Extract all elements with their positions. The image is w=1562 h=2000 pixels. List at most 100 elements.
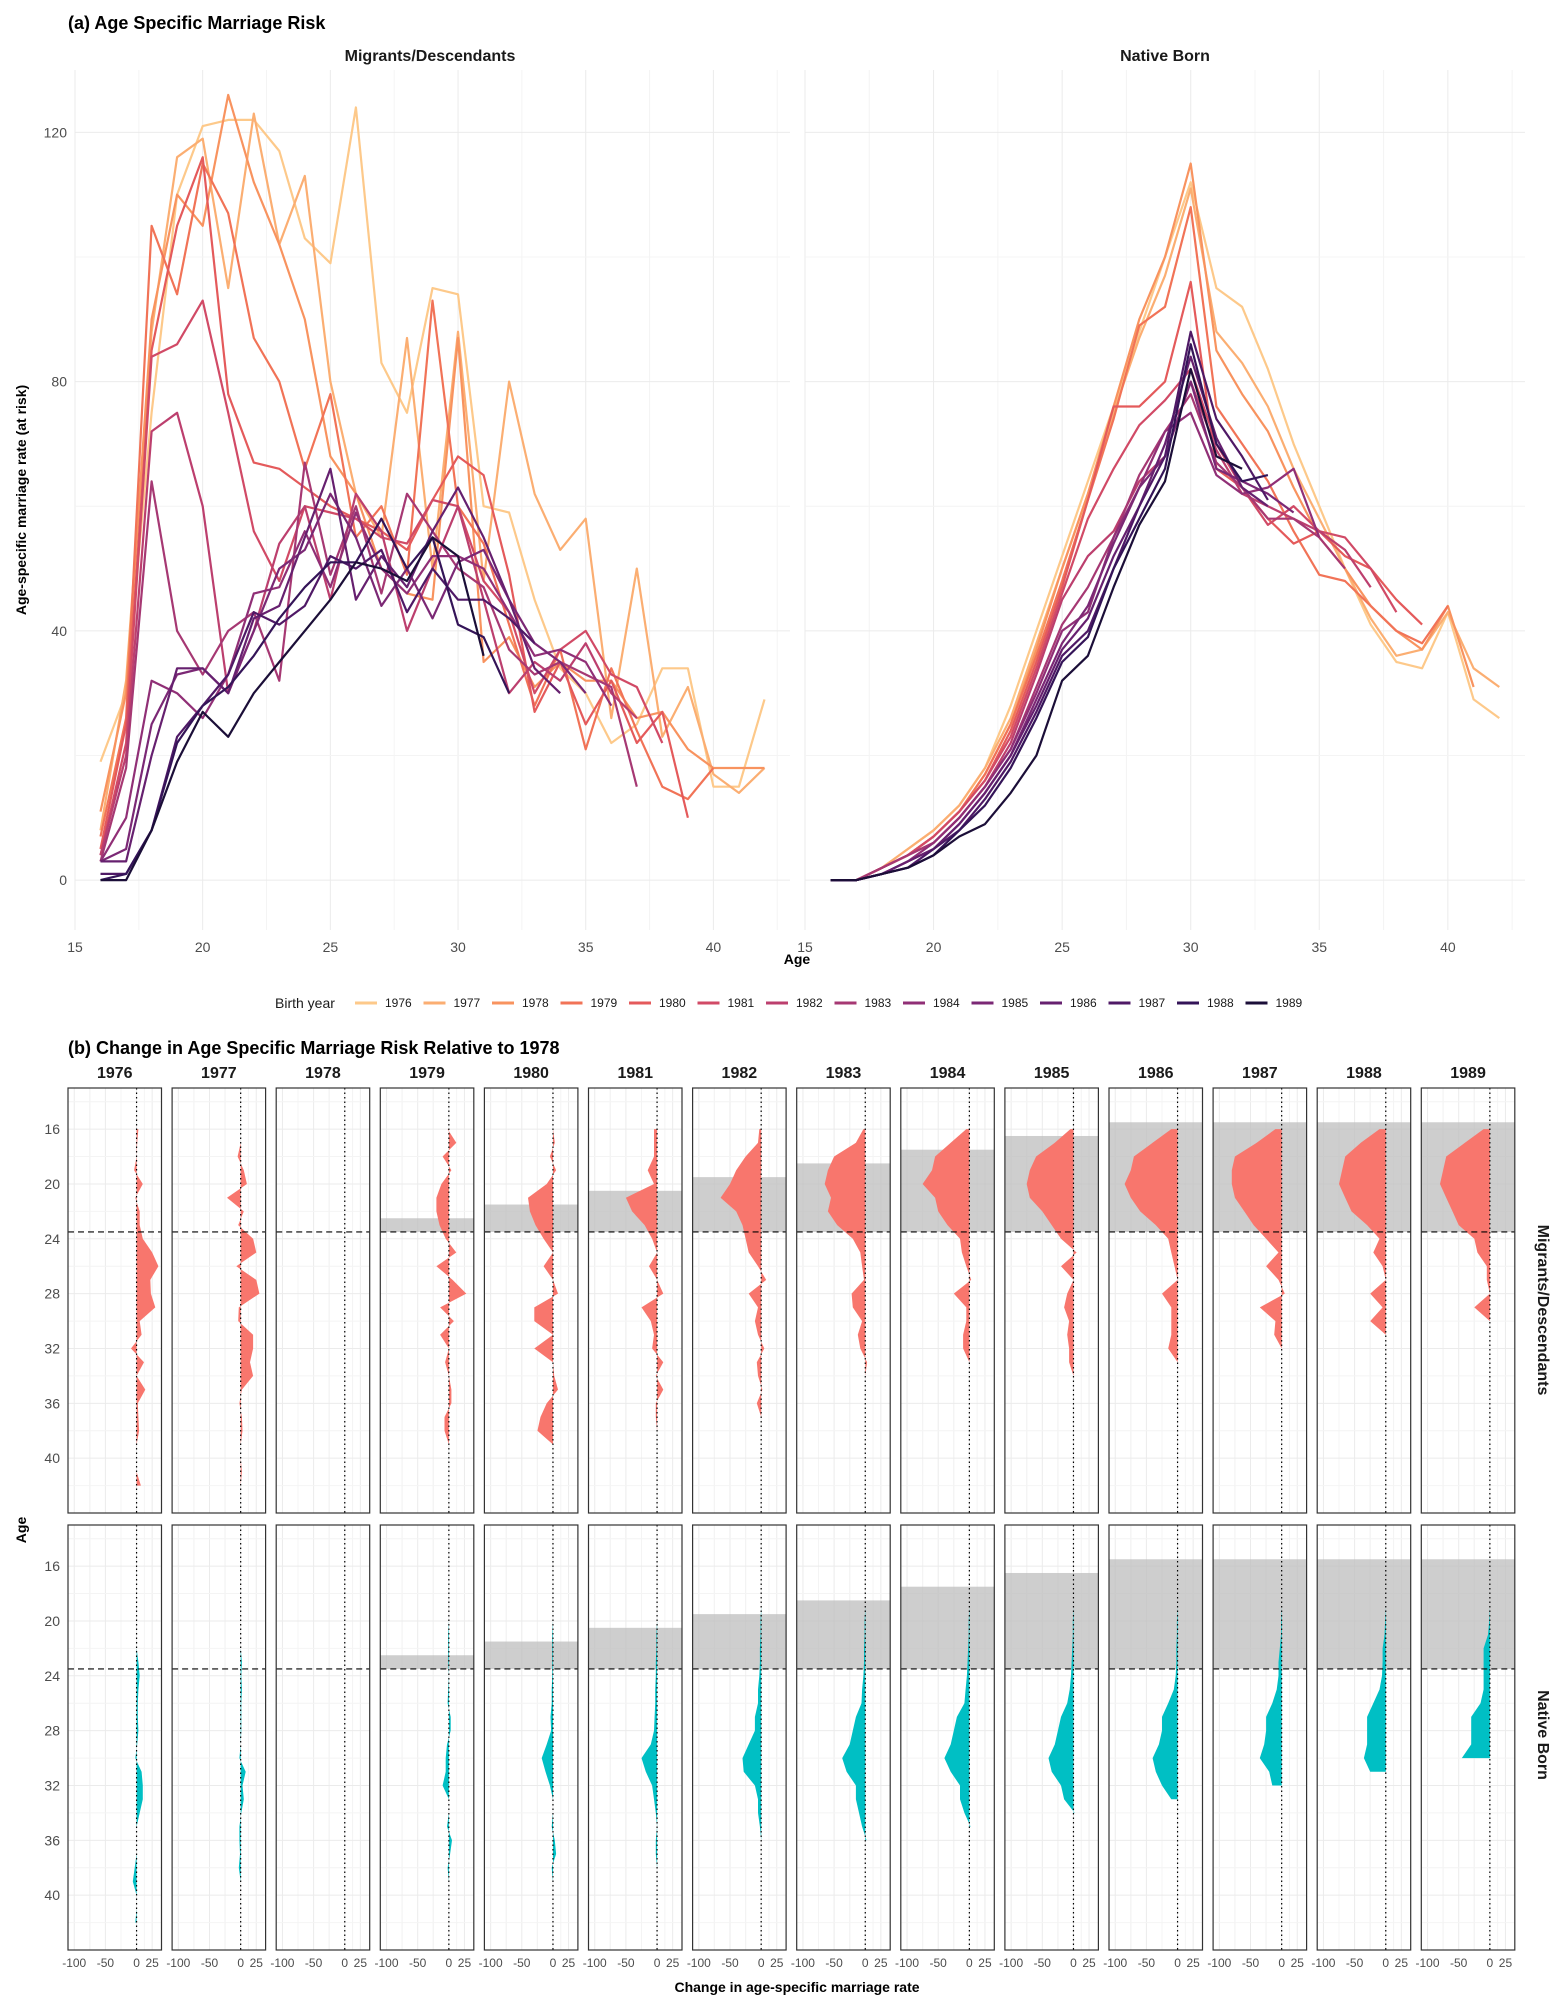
series-line-1981	[99, 299, 664, 856]
facet-panel-nativeborn-1983: -100 -50 0 25	[791, 1524, 891, 1970]
panel-border	[691, 1524, 787, 1951]
column-strip-1980: 1980	[513, 1065, 549, 1082]
change-area-1987	[1259, 1566, 1282, 1786]
panel-border	[587, 1524, 683, 1951]
facet-panel-nativeborn-1985: -100 -50 0 25	[999, 1524, 1100, 1970]
panel-b-title: (b) Change in Age Specific Marriage Risk…	[68, 1038, 559, 1058]
panel-border	[1108, 1524, 1204, 1951]
x-tick-label: 15	[797, 939, 813, 955]
facet-panel-migrantsdescendants-1983: 1983	[796, 1065, 891, 1514]
legend-label-1979: 1979	[591, 996, 618, 1010]
shaded-region	[380, 1655, 474, 1669]
x-tick-label: 0	[1174, 1956, 1181, 1970]
change-area-1985	[1048, 1566, 1075, 1813]
y-tick-label: 32	[44, 1340, 60, 1356]
x-tick-label: -50	[825, 1956, 843, 1970]
panel-border	[900, 1524, 995, 1951]
x-tick-label: -50	[1450, 1956, 1468, 1970]
shaded-region	[484, 1641, 578, 1669]
panel-border	[900, 1087, 995, 1514]
x-tick-label: 0	[758, 1956, 765, 1970]
series-line-1988	[100, 517, 511, 882]
y-tick-label: 120	[44, 124, 68, 140]
panel-border	[379, 1524, 475, 1951]
x-tick-label: -50	[305, 1956, 323, 1970]
y-tick-label: 20	[44, 1176, 60, 1192]
panel-b-y-axis-title: Age	[13, 1517, 29, 1544]
panel-a-y-axis-title: Age-specific marriage rate (at risk)	[13, 385, 29, 615]
legend-label-1985: 1985	[1002, 996, 1029, 1010]
facet-title-migrants: Migrants/Descendants	[345, 48, 516, 65]
facet-panel-migrantsdescendants-1987: 1987	[1212, 1065, 1308, 1514]
series-line-1981	[830, 368, 1398, 882]
x-tick-label: -100	[791, 1956, 815, 1970]
y-tick-label: 16	[44, 1121, 60, 1137]
column-strip-1988: 1988	[1346, 1065, 1382, 1082]
change-area-1980	[541, 1566, 557, 1882]
x-tick-label: 25	[562, 1956, 576, 1970]
facet-panel-migrantsdescendants-1978: 1978	[275, 1065, 371, 1514]
facet-panel-migrantsdescendants-1989: 1989	[1420, 1065, 1516, 1514]
column-strip-1985: 1985	[1034, 1065, 1070, 1082]
legend-label-1981: 1981	[728, 996, 755, 1010]
panel-border	[796, 1524, 891, 1951]
change-area-1982	[742, 1566, 762, 1854]
x-tick-label: 25	[1186, 1956, 1200, 1970]
series-line-1977	[830, 187, 1500, 882]
legend-label-1982: 1982	[796, 996, 823, 1010]
change-area-1983	[824, 1129, 868, 1404]
x-tick-label: 15	[67, 939, 83, 955]
column-strip-1983: 1983	[826, 1065, 862, 1082]
x-tick-label: 25	[874, 1956, 888, 1970]
facet-panel-nativeborn-1979: -100 -50 0 25	[375, 1524, 475, 1970]
change-area-1985	[1026, 1129, 1077, 1376]
panel-border	[171, 1524, 267, 1951]
panel-a-migrants: 15 20 25 30 35 40 0 40 80 120	[44, 70, 790, 955]
series-line-1976	[830, 181, 1500, 882]
x-tick-label: -50	[97, 1956, 115, 1970]
x-tick-label: 25	[1291, 1956, 1305, 1970]
x-tick-label: -100	[1207, 1956, 1231, 1970]
facet-panel-nativeborn-1978: -100 -50 0 25	[270, 1524, 371, 1970]
x-tick-label: -100	[270, 1956, 294, 1970]
x-tick-label: 20	[926, 939, 942, 955]
shaded-region	[588, 1627, 682, 1669]
column-strip-1982: 1982	[722, 1065, 758, 1082]
x-tick-label: -50	[409, 1956, 427, 1970]
x-tick-label: 0	[1070, 1956, 1077, 1970]
x-tick-label: -50	[1242, 1956, 1260, 1970]
panel-b-facet-grid: 1976 16 20 24 28 32 36 40 1977 1978 1979 1980 1981 19…	[44, 1065, 1516, 1970]
x-tick-label: 35	[578, 939, 594, 955]
change-area-1987	[1231, 1129, 1285, 1349]
change-area-1988	[1363, 1566, 1386, 1772]
panel-border	[67, 1087, 163, 1514]
legend-label-1976: 1976	[385, 996, 412, 1010]
series-line-1979	[830, 206, 1449, 882]
x-tick-label: 0	[1487, 1956, 1494, 1970]
panel-a-native: 15 20 25 30 35 40	[797, 70, 1525, 955]
column-strip-1989: 1989	[1450, 1065, 1486, 1082]
shaded-region	[380, 1218, 474, 1232]
facet-panel-nativeborn-1986: -100 -50 0 25	[1103, 1524, 1204, 1970]
panel-border	[1212, 1524, 1308, 1951]
y-tick-label: 32	[44, 1777, 60, 1793]
legend-label-1978: 1978	[522, 996, 549, 1010]
facet-title-native: Native Born	[1120, 48, 1210, 65]
x-tick-label: 25	[1395, 1956, 1409, 1970]
shaded-region	[1109, 1559, 1203, 1669]
y-tick-label: 80	[51, 374, 67, 390]
x-tick-label: 20	[195, 939, 211, 955]
x-tick-label: 25	[978, 1956, 992, 1970]
change-area-1980	[528, 1129, 558, 1445]
x-tick-label: -50	[1346, 1956, 1364, 1970]
legend-label-1983: 1983	[865, 996, 892, 1010]
change-area-1977	[227, 1129, 260, 1486]
series-line-1984	[99, 511, 613, 862]
x-tick-label: -100	[1311, 1956, 1335, 1970]
column-strip-1986: 1986	[1138, 1065, 1174, 1082]
x-tick-label: 0	[341, 1956, 348, 1970]
series-line-1983	[830, 393, 1346, 882]
x-tick-label: -100	[1103, 1956, 1127, 1970]
y-tick-label: 40	[51, 623, 67, 639]
series-line-1989	[830, 368, 1243, 882]
